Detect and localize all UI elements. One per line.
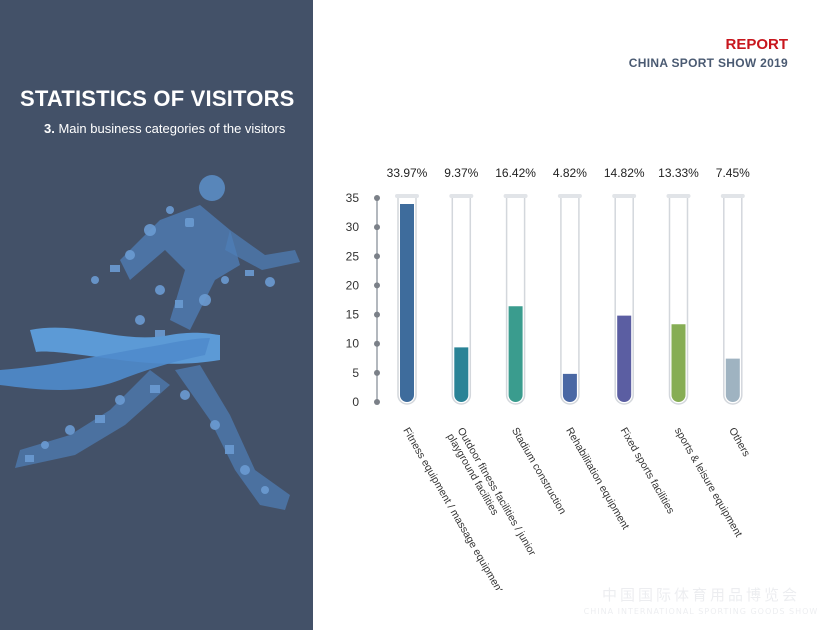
y-tick-dot-5 bbox=[374, 253, 380, 260]
tube-outline-3 bbox=[560, 197, 580, 405]
subtitle-text: Main business categories of the visitors bbox=[58, 121, 286, 136]
y-tick-dot-2 bbox=[374, 340, 380, 347]
show-name: CHINA SPORT SHOW 2019 bbox=[628, 56, 788, 70]
category-label-6: Others bbox=[726, 426, 752, 459]
y-tick-label-7: 35 bbox=[346, 191, 360, 205]
left-panel: STATISTICS OF VISITORS 3. Main business … bbox=[0, 0, 313, 630]
y-tick-dot-0 bbox=[374, 399, 380, 405]
runner-front-leg-shape bbox=[175, 365, 290, 510]
value-label-2: 16.42% bbox=[495, 166, 536, 180]
bar-4 bbox=[617, 315, 632, 402]
y-tick-label-1: 5 bbox=[352, 366, 359, 380]
category-label-2: Stadium construction bbox=[509, 426, 568, 517]
tube-rim-6 bbox=[720, 194, 745, 198]
runner-arm-shape bbox=[225, 230, 300, 270]
bar-3 bbox=[562, 373, 577, 402]
y-tick-dot-7 bbox=[374, 195, 380, 201]
bar-5 bbox=[671, 324, 686, 402]
category-label-line: Rehabilitation equipment bbox=[563, 426, 631, 532]
category-label-line: Stadium construction bbox=[509, 426, 568, 517]
category-label-4: Fixed sports facilities bbox=[618, 426, 677, 516]
tube-rim-1 bbox=[449, 194, 474, 198]
runner-illustration bbox=[0, 175, 300, 510]
y-tick-dot-1 bbox=[374, 369, 380, 376]
tube-rim-4 bbox=[612, 194, 637, 198]
sport-icons-cluster bbox=[25, 206, 275, 494]
watermark-line2: CHINA INTERNATIONAL SPORTING GOODS SHOW bbox=[583, 607, 819, 616]
y-tick-label-4: 20 bbox=[346, 278, 360, 292]
bar-0 bbox=[400, 204, 414, 402]
y-tick-label-2: 10 bbox=[346, 337, 360, 351]
runner-torso-shape bbox=[120, 205, 240, 330]
runner-head-icon bbox=[199, 175, 225, 201]
y-tick-label-0: 0 bbox=[352, 395, 359, 409]
bar-1 bbox=[454, 347, 469, 402]
section-subtitle: 3. Main business categories of the visit… bbox=[44, 121, 285, 136]
y-tick-dot-6 bbox=[374, 224, 380, 231]
bar-2 bbox=[508, 306, 523, 402]
page-title: STATISTICS OF VISITORS bbox=[20, 86, 295, 111]
category-label-3: Rehabilitation equipment bbox=[563, 426, 631, 532]
value-label-0: 33.97% bbox=[387, 166, 428, 180]
report-title: REPORT bbox=[725, 36, 788, 53]
value-label-5: 13.33% bbox=[658, 166, 699, 180]
report-header: REPORT CHINA SPORT SHOW 2019 bbox=[629, 36, 788, 70]
subtitle-number: 3. bbox=[44, 121, 55, 136]
y-tick-label-3: 15 bbox=[346, 308, 360, 322]
bar-6 bbox=[725, 358, 740, 402]
value-label-4: 14.82% bbox=[604, 166, 645, 180]
runner-back-leg-shape bbox=[15, 370, 170, 468]
y-tick-label-5: 25 bbox=[346, 249, 360, 263]
value-label-1: 9.37% bbox=[444, 166, 478, 180]
tube-outline-6 bbox=[723, 197, 743, 405]
y-tick-dot-4 bbox=[374, 282, 380, 289]
tube-rim-3 bbox=[557, 194, 582, 198]
y-tick-label-6: 30 bbox=[346, 220, 360, 234]
y-tick-dot-3 bbox=[374, 311, 380, 318]
value-label-6: 7.45% bbox=[716, 166, 750, 180]
value-label-3: 4.82% bbox=[553, 166, 587, 180]
category-label-line: Fixed sports facilities bbox=[618, 426, 677, 516]
tube-rim-5 bbox=[666, 194, 691, 198]
tube-rim-2 bbox=[503, 194, 528, 198]
category-label-line: Others bbox=[726, 426, 752, 459]
ribbon-lower-shape bbox=[0, 338, 210, 390]
tube-rim-0 bbox=[395, 194, 419, 198]
